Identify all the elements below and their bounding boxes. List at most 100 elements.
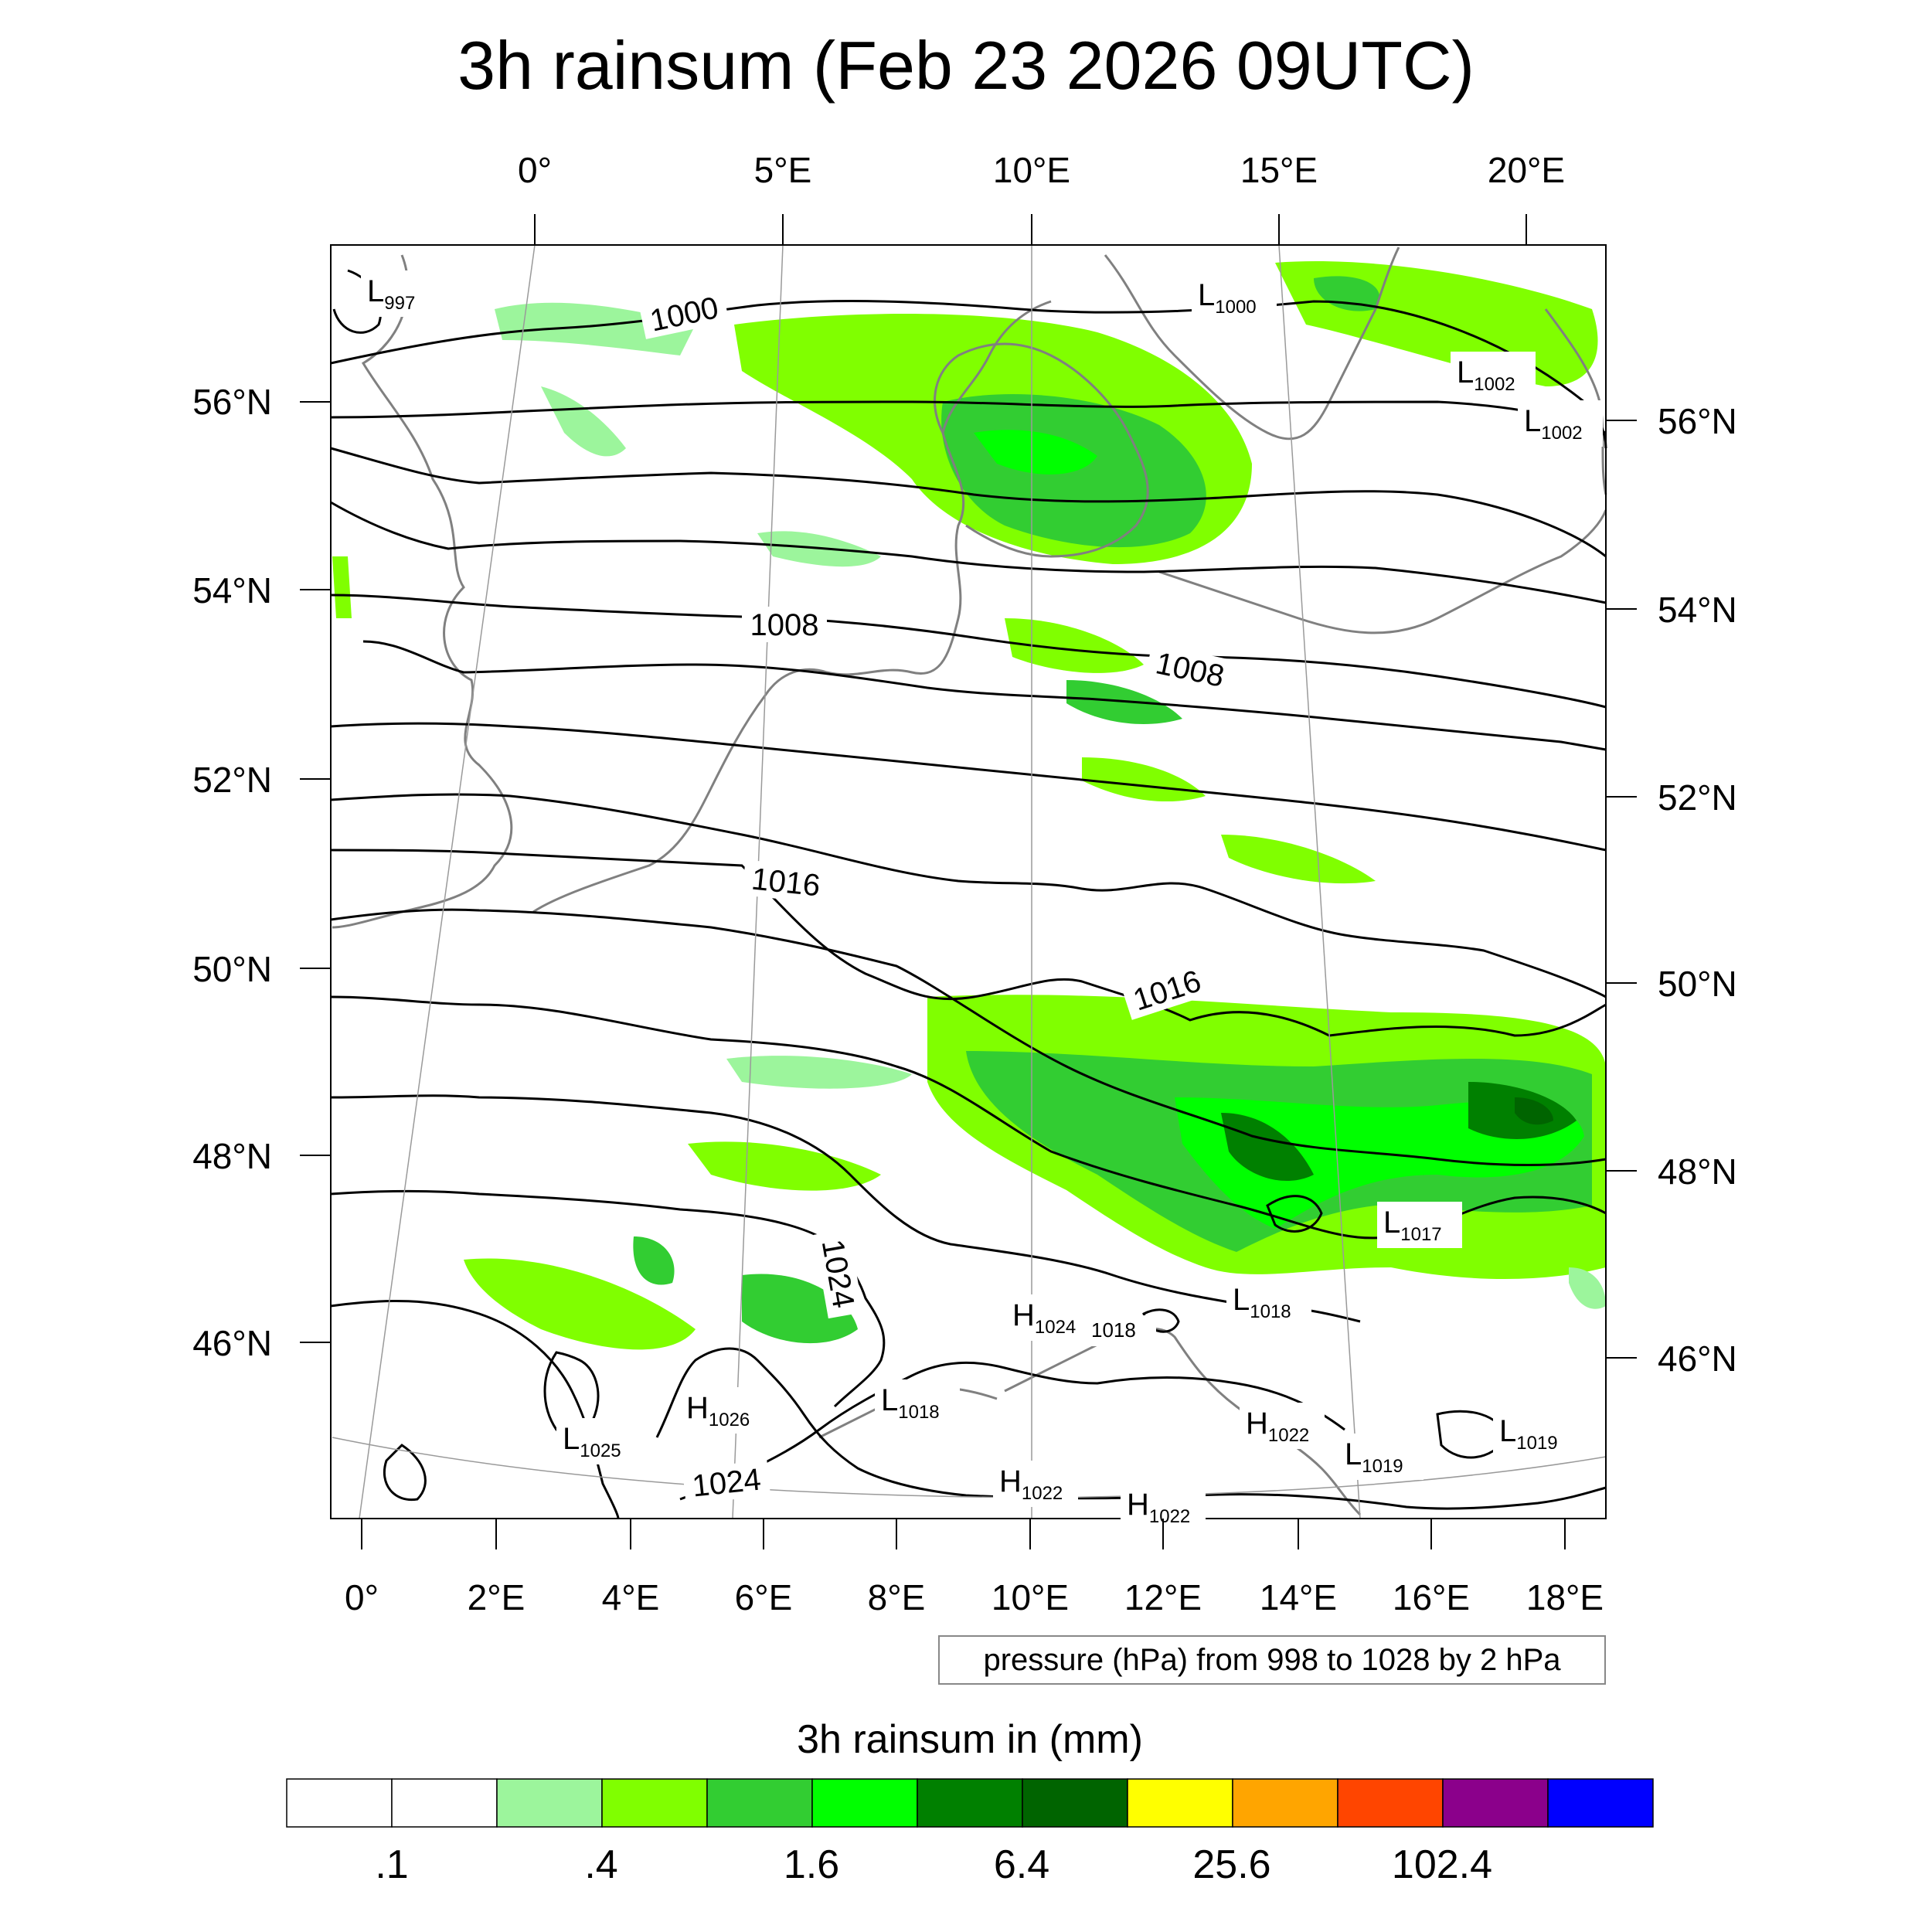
rain-area-sw-streak bbox=[464, 1258, 696, 1350]
pressure-center: L1019 bbox=[1493, 1410, 1578, 1457]
pressure-center: L1002 bbox=[1451, 352, 1536, 398]
top-lon-label: 10°E bbox=[993, 150, 1070, 190]
pressure-center: L1018 bbox=[875, 1379, 960, 1426]
colorbar-swatch bbox=[1442, 1778, 1549, 1828]
pressure-center: L1025 bbox=[556, 1418, 641, 1464]
isobar-9 bbox=[330, 849, 1607, 1037]
colorbar-label: .1 bbox=[375, 1842, 408, 1887]
colorbar bbox=[286, 1778, 1654, 1828]
colorbar-swatch bbox=[1232, 1778, 1338, 1828]
bottom-lon-label: 4°E bbox=[602, 1577, 660, 1617]
top-lon-label: 20°E bbox=[1488, 150, 1565, 190]
isobar-14 bbox=[330, 1299, 620, 1519]
svg-text:L1000: L1000 bbox=[1198, 278, 1257, 318]
bottom-lon-label: 2°E bbox=[468, 1577, 526, 1617]
svg-text:L997: L997 bbox=[367, 274, 415, 314]
bottom-lon-label: 8°E bbox=[868, 1577, 926, 1617]
svg-text:L1019: L1019 bbox=[1499, 1414, 1558, 1454]
colorbar-label: 6.4 bbox=[994, 1842, 1049, 1887]
pressure-center: 1018 bbox=[1087, 1315, 1156, 1346]
isobar-10 bbox=[330, 908, 1607, 1166]
pressure-center: H1026 bbox=[680, 1387, 765, 1434]
bottom-longitude-axis: 0° 2°E 4°E 6°E 8°E 10°E 12°E 14°E 16°E 1… bbox=[345, 1519, 1604, 1617]
contour-label-1024-b: 1024 bbox=[691, 1462, 763, 1503]
contour-info-box: pressure (hPa) from 998 to 1028 by 2 hPa bbox=[938, 1635, 1606, 1685]
contour-info-text: pressure (hPa) from 998 to 1028 by 2 hPa bbox=[983, 1643, 1561, 1677]
rain-area-west-streak bbox=[332, 556, 352, 618]
colorbar-swatch bbox=[496, 1778, 603, 1828]
colorbar-swatch bbox=[286, 1778, 393, 1828]
pressure-center: H1024 bbox=[1006, 1294, 1091, 1341]
legend-title: 3h rainsum in (mm) bbox=[797, 1717, 1143, 1762]
rain-area-streak-a bbox=[1005, 618, 1144, 673]
top-lon-label: 0° bbox=[518, 150, 552, 190]
isobar-12 bbox=[330, 1094, 1361, 1323]
left-lat-label: 56°N bbox=[192, 382, 272, 422]
right-lat-label: 48°N bbox=[1658, 1151, 1737, 1192]
pressure-center: L1018 bbox=[1226, 1279, 1311, 1325]
rain-area-north-core bbox=[974, 430, 1097, 474]
coastline-adriatic bbox=[1004, 1327, 1362, 1516]
top-longitude-axis: 0° 5°E 10°E 15°E 20°E bbox=[518, 150, 1565, 245]
contour-labels: 1000 1008 1008 1016 1016 1024 1024 bbox=[638, 287, 1236, 1505]
svg-text:L1025: L1025 bbox=[563, 1422, 621, 1461]
contour-label-1008-a: 1008 bbox=[750, 608, 819, 642]
colorbar-legend: 3h rainsum in (mm) .1 .4 1.6 6.4 25.6 10… bbox=[286, 1717, 1654, 1887]
colorbar-swatch bbox=[811, 1778, 918, 1828]
isobar-3 bbox=[330, 447, 1607, 558]
isobar-5 bbox=[330, 594, 1607, 709]
left-lat-label: 50°N bbox=[192, 949, 272, 989]
svg-text:L1002: L1002 bbox=[1457, 355, 1515, 395]
isobar-13 bbox=[330, 1189, 886, 1408]
colorbar-swatch bbox=[917, 1778, 1023, 1828]
rain-area-south-core-1 bbox=[1221, 1113, 1314, 1182]
pressure-centers: L997 L1000 L1002 L1002 L1017 L1018 H1024 bbox=[361, 270, 1603, 1530]
isobars bbox=[330, 269, 1607, 1519]
isobar-17 bbox=[543, 1351, 600, 1439]
colorbar-labels: .1 .4 1.6 6.4 25.6 102.4 bbox=[375, 1842, 1492, 1887]
right-lat-label: 54°N bbox=[1658, 590, 1737, 630]
colorbar-swatch bbox=[706, 1778, 813, 1828]
colorbar-swatch bbox=[1337, 1778, 1444, 1828]
isobar-15 bbox=[655, 1347, 1607, 1510]
svg-text:H1022: H1022 bbox=[1127, 1488, 1190, 1527]
map-panel bbox=[330, 244, 1607, 1519]
right-lat-label: 52°N bbox=[1658, 777, 1737, 818]
colorbar-label: 1.6 bbox=[784, 1842, 839, 1887]
bottom-lon-label: 10°E bbox=[992, 1577, 1069, 1617]
colorbar-swatch bbox=[1022, 1778, 1128, 1828]
bottom-lon-label: 6°E bbox=[735, 1577, 793, 1617]
bottom-lon-label: 18°E bbox=[1526, 1577, 1604, 1617]
colorbar-swatch bbox=[1127, 1778, 1233, 1828]
pressure-center: L1017 bbox=[1377, 1202, 1462, 1248]
rain-area-sw-core bbox=[742, 1274, 858, 1344]
rain-area-east-bottom bbox=[1569, 1267, 1606, 1309]
pressure-center: L997 bbox=[361, 270, 434, 317]
left-latitude-axis: 56°N 54°N 52°N 50°N 48°N 46°N bbox=[192, 382, 331, 1363]
colorbar-swatch bbox=[601, 1778, 708, 1828]
pressure-center: L1019 bbox=[1338, 1434, 1423, 1480]
coastlines bbox=[332, 247, 1607, 1516]
rain-area-sw-medium bbox=[688, 1141, 881, 1191]
isobar-2 bbox=[330, 400, 1607, 434]
svg-text:H1024: H1024 bbox=[1012, 1298, 1076, 1338]
bottom-lon-label: 0° bbox=[345, 1577, 379, 1617]
isobar-16 bbox=[679, 1361, 1345, 1501]
isobar-8 bbox=[330, 793, 1607, 998]
pressure-center: L1000 bbox=[1192, 274, 1277, 321]
isobar-6 bbox=[362, 640, 1607, 751]
bottom-lon-label: 16°E bbox=[1393, 1577, 1470, 1617]
colorbar-label: .4 bbox=[584, 1842, 617, 1887]
top-lon-label: 5°E bbox=[754, 150, 812, 190]
right-lat-label: 46°N bbox=[1658, 1338, 1737, 1379]
coastline-continent-west bbox=[532, 300, 1052, 913]
bottom-lon-label: 14°E bbox=[1260, 1577, 1337, 1617]
left-lat-label: 46°N bbox=[192, 1323, 272, 1363]
svg-text:H1022: H1022 bbox=[999, 1464, 1063, 1504]
isobar-19 bbox=[1266, 1195, 1323, 1233]
rain-area-sw-core-2 bbox=[633, 1236, 675, 1285]
map-frame bbox=[330, 244, 1607, 1519]
rain-area-sw-light bbox=[726, 1056, 912, 1089]
map-title: 3h rainsum (Feb 23 2026 09UTC) bbox=[457, 27, 1475, 104]
